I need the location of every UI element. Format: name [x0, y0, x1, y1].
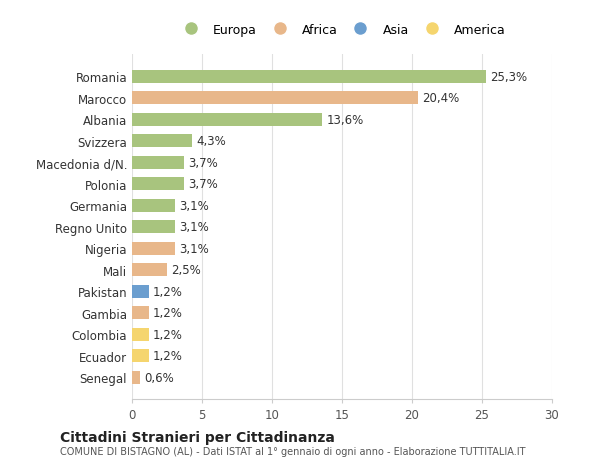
Text: 13,6%: 13,6% [326, 113, 364, 127]
Text: 20,4%: 20,4% [422, 92, 459, 105]
Text: 1,2%: 1,2% [153, 349, 183, 362]
Bar [132, 307, 149, 319]
Bar [132, 135, 192, 148]
Bar [132, 199, 175, 212]
Text: Cittadini Stranieri per Cittadinanza: Cittadini Stranieri per Cittadinanza [60, 430, 335, 444]
Bar [132, 113, 322, 127]
Bar [132, 178, 184, 191]
Bar [132, 263, 167, 276]
Text: 25,3%: 25,3% [490, 71, 527, 84]
Bar [132, 157, 184, 169]
Text: 3,7%: 3,7% [188, 178, 218, 191]
Text: 4,3%: 4,3% [196, 135, 226, 148]
Text: 1,2%: 1,2% [153, 285, 183, 298]
Text: 2,5%: 2,5% [171, 263, 201, 277]
Bar [132, 349, 149, 362]
Bar [132, 221, 175, 234]
Text: 3,7%: 3,7% [188, 157, 218, 169]
Text: 0,6%: 0,6% [145, 371, 175, 384]
Text: 3,1%: 3,1% [179, 199, 209, 212]
Text: 1,2%: 1,2% [153, 307, 183, 319]
Bar [132, 285, 149, 298]
Bar [132, 371, 140, 384]
Legend: Europa, Africa, Asia, America: Europa, Africa, Asia, America [175, 20, 509, 40]
Text: COMUNE DI BISTAGNO (AL) - Dati ISTAT al 1° gennaio di ogni anno - Elaborazione T: COMUNE DI BISTAGNO (AL) - Dati ISTAT al … [60, 447, 526, 456]
Text: 3,1%: 3,1% [179, 242, 209, 255]
Bar [132, 242, 175, 255]
Text: 1,2%: 1,2% [153, 328, 183, 341]
Text: 3,1%: 3,1% [179, 221, 209, 234]
Bar [132, 71, 486, 84]
Bar [132, 92, 418, 105]
Bar [132, 328, 149, 341]
